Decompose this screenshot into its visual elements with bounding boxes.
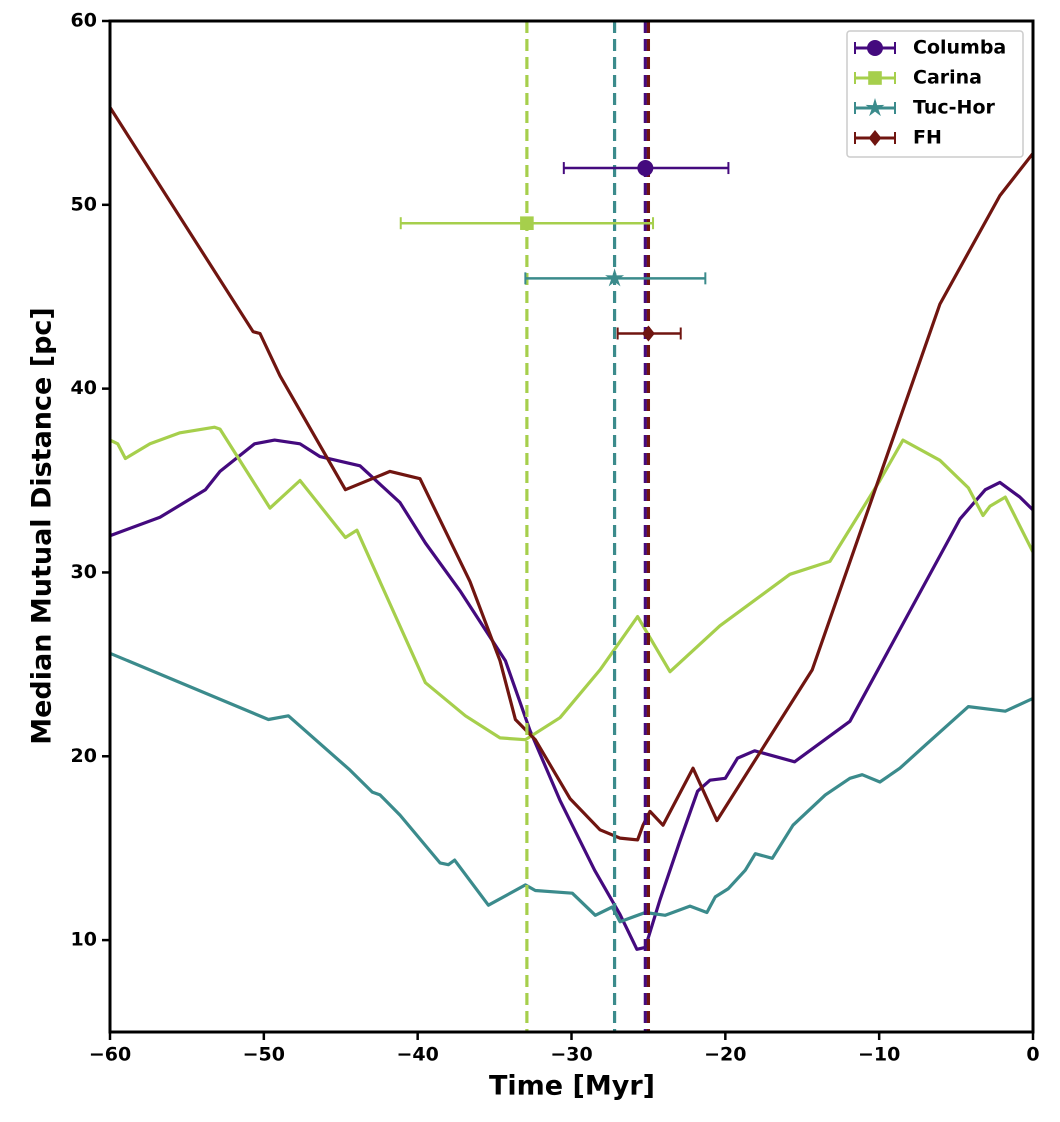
legend-label: Tuc-Hor bbox=[913, 97, 996, 119]
legend-label: Carina bbox=[913, 67, 982, 89]
y-axis-label: Median Mutual Distance [pc] bbox=[27, 307, 58, 745]
y-tick-label: 50 bbox=[71, 193, 97, 215]
marker bbox=[520, 216, 534, 230]
legend-box bbox=[846, 30, 1024, 158]
series-line bbox=[110, 106, 1033, 842]
plot-area bbox=[110, 21, 1033, 1032]
series-line bbox=[110, 425, 1033, 742]
x-tick-label: −50 bbox=[243, 1044, 285, 1066]
plot-frame bbox=[108, 19, 1035, 1034]
series-line bbox=[110, 438, 1033, 951]
marker bbox=[867, 40, 883, 56]
x-tick-label: 0 bbox=[1026, 1044, 1039, 1066]
x-axis-label: Time [Myr] bbox=[489, 1071, 655, 1102]
marker bbox=[637, 160, 654, 177]
y-tick-label: 60 bbox=[71, 10, 97, 32]
x-tick-label: −40 bbox=[396, 1044, 438, 1066]
x-tick-label: −60 bbox=[89, 1044, 131, 1066]
y-tick-label: 10 bbox=[71, 929, 97, 951]
x-tick-label: −20 bbox=[704, 1044, 746, 1066]
x-tick-label: −10 bbox=[858, 1044, 900, 1066]
marker bbox=[868, 71, 882, 85]
marker bbox=[642, 325, 655, 342]
marker bbox=[865, 98, 885, 117]
legend-label: Columba bbox=[913, 37, 1006, 59]
x-tick-label: −30 bbox=[550, 1044, 592, 1066]
marker bbox=[868, 130, 882, 146]
series-line bbox=[110, 651, 1033, 924]
legend-label: FH bbox=[913, 127, 942, 149]
marker bbox=[605, 268, 625, 287]
y-tick-label: 30 bbox=[71, 561, 97, 583]
y-tick-label: 20 bbox=[71, 745, 97, 767]
y-tick-label: 40 bbox=[71, 377, 97, 399]
